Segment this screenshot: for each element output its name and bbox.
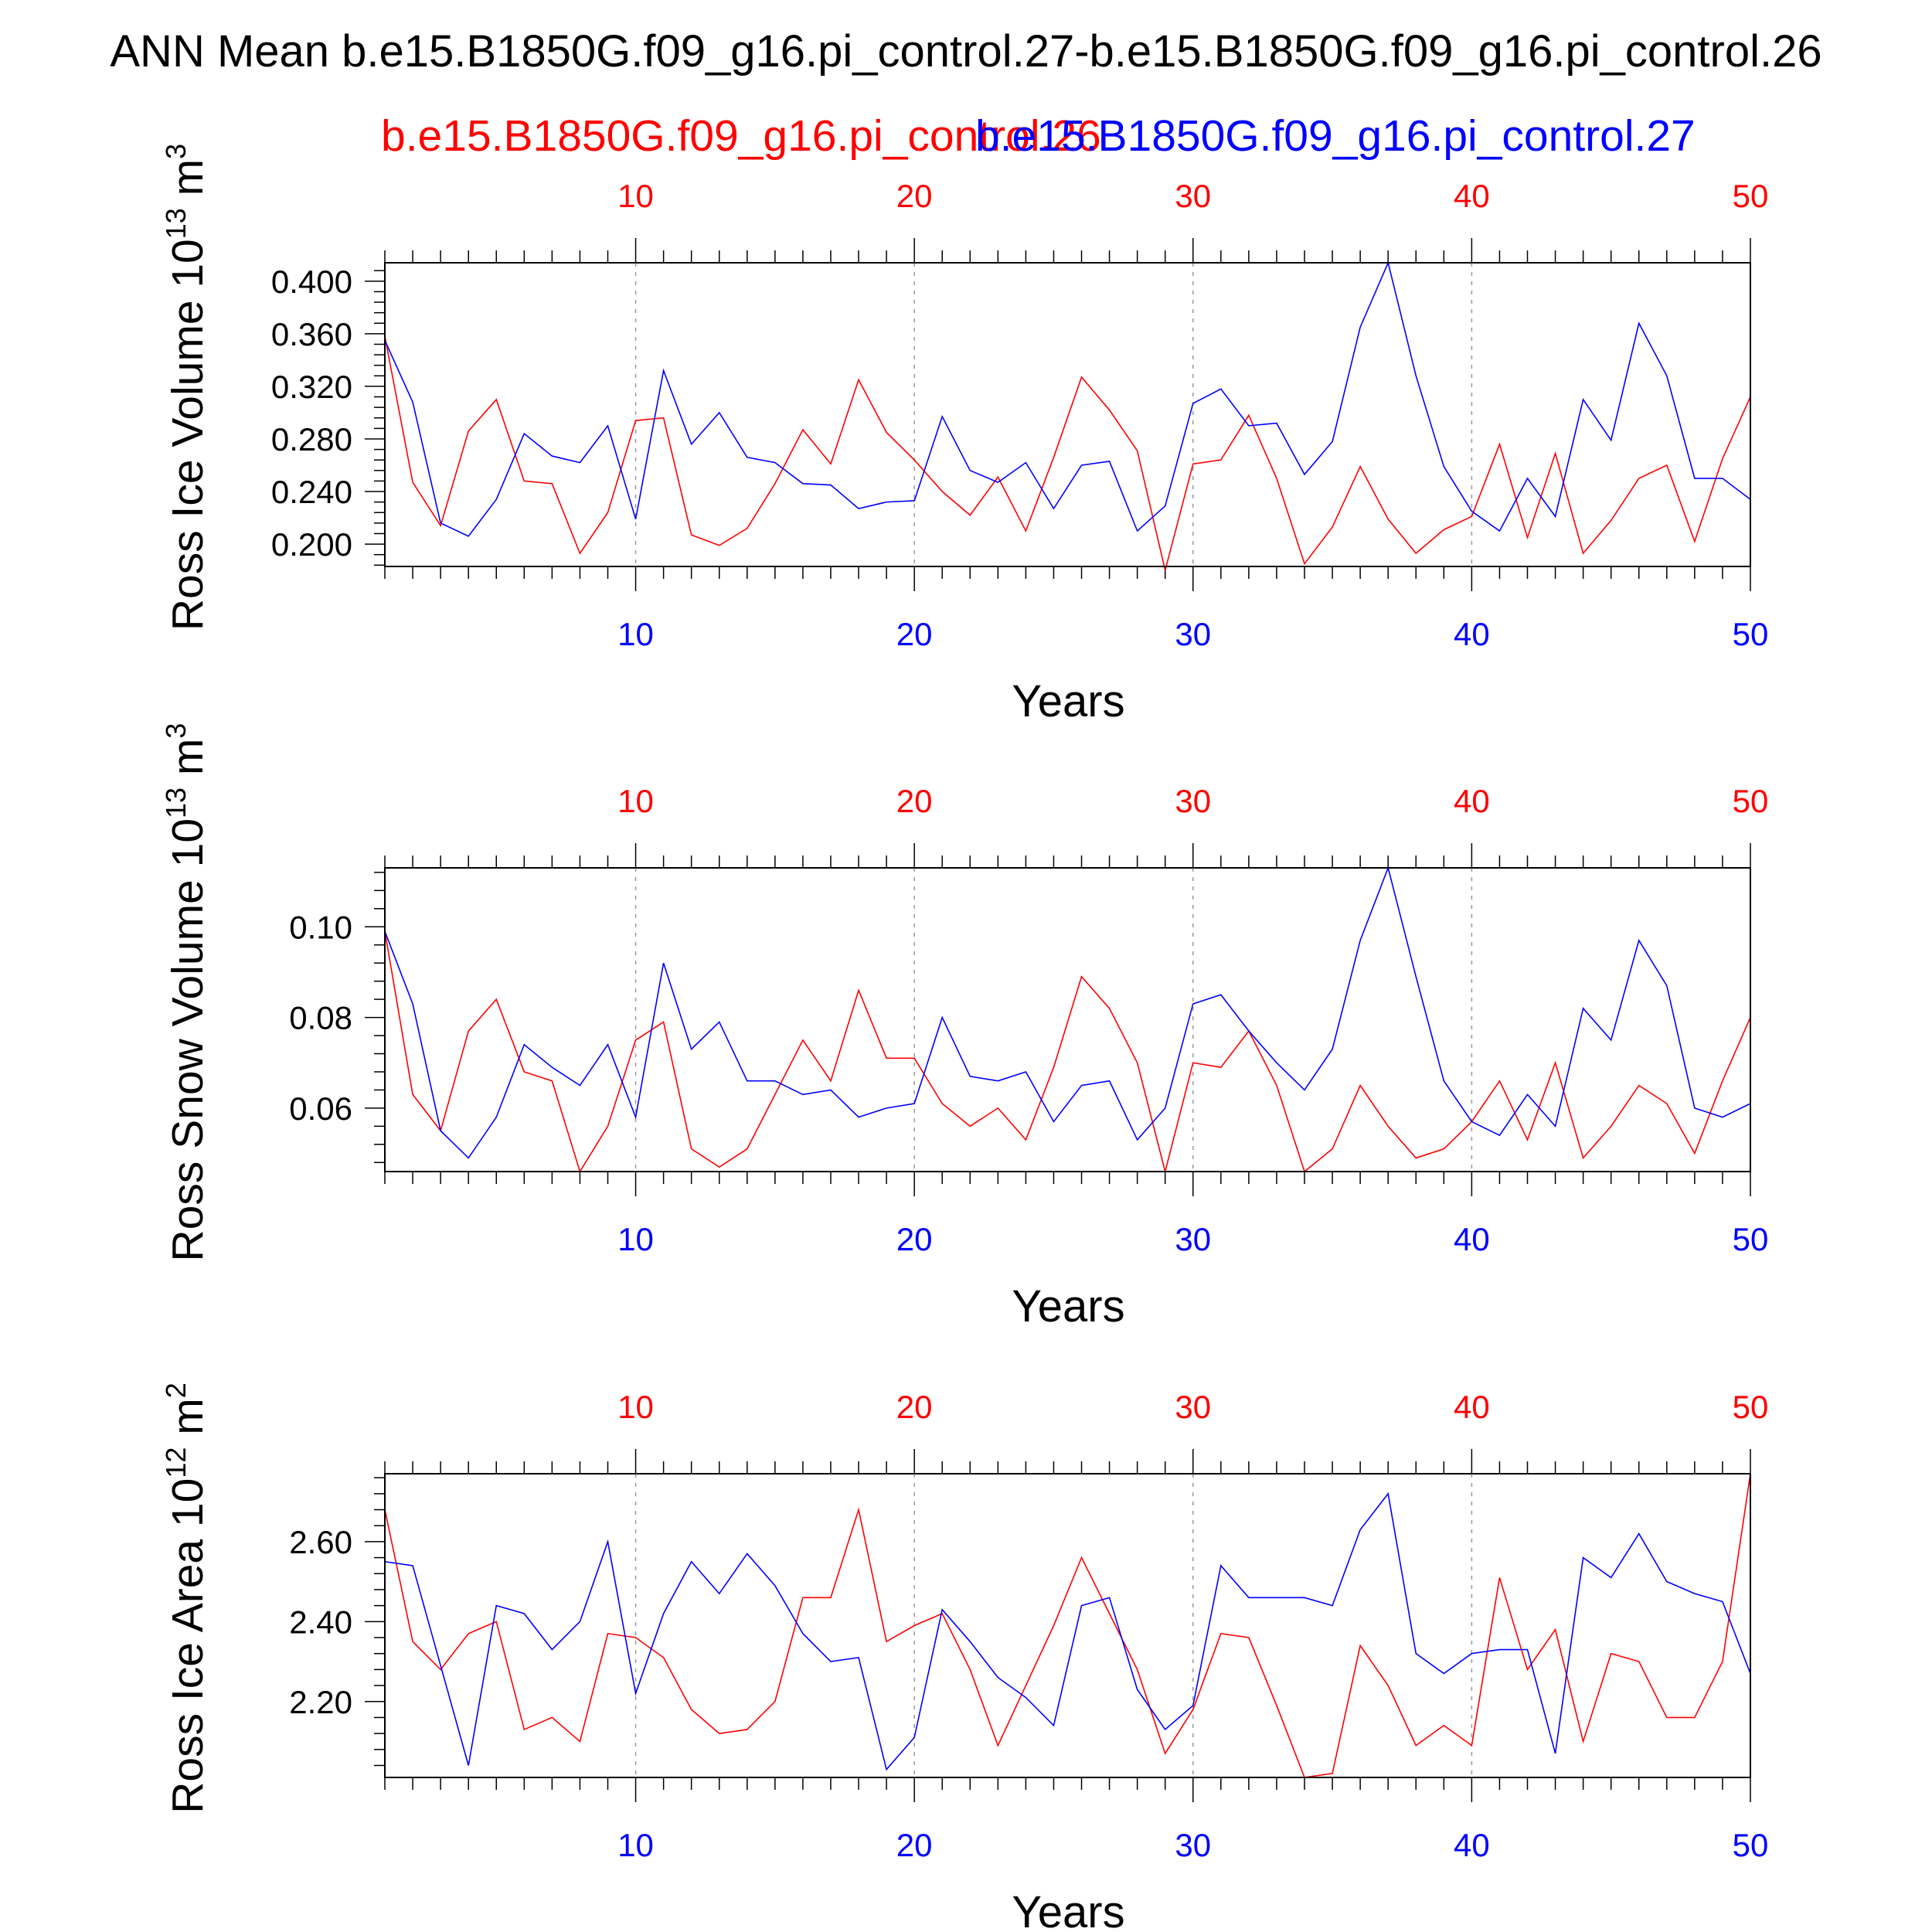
panel-2: 0.06 0.08 0.10 10 10 20 20 30 30 40 40 50 50 Years Ros… [160, 723, 1768, 1332]
series-line-red [384, 930, 1751, 1173]
x-tick-label-bottom: 10 [617, 616, 654, 652]
y-tick-label: 0.360 [271, 316, 352, 352]
x-tick-label-top: 50 [1733, 1389, 1769, 1425]
y-tick-label: 0.200 [271, 526, 352, 563]
x-tick-label-bottom: 20 [896, 616, 933, 652]
x-tick-label-bottom: 40 [1454, 1221, 1490, 1257]
x-tick-label-bottom: 50 [1733, 616, 1769, 652]
x-tick-label-top: 10 [617, 178, 654, 214]
x-tick-label-bottom: 10 [617, 1221, 654, 1257]
x-tick-label-top: 10 [617, 1389, 654, 1425]
legend-series-27: b.e15.B1850G.f09_g16.pi_control.27 [975, 111, 1696, 161]
x-tick-label-bottom: 40 [1454, 616, 1490, 652]
y-axis-title: Ross Ice Volume 1013 m3 [160, 144, 213, 631]
x-tick-label-bottom: 50 [1733, 1827, 1769, 1863]
x-axis-title: Years [1012, 676, 1124, 726]
y-tick-label: 0.280 [271, 421, 352, 457]
y-tick-label: 2.60 [289, 1524, 352, 1560]
x-tick-label-bottom: 10 [617, 1827, 654, 1863]
y-tick-label: 0.400 [271, 264, 352, 300]
y-tick-label: 0.08 [289, 1000, 352, 1036]
x-tick-label-top: 20 [896, 783, 933, 819]
series-line-red [384, 1473, 1751, 1778]
x-tick-label-top: 20 [896, 178, 933, 214]
y-axis-title: Ross Snow Volume 1013 m3 [160, 723, 213, 1262]
x-tick-label-top: 20 [896, 1389, 933, 1425]
y-tick-label: 0.06 [289, 1090, 352, 1127]
plot-frame [384, 262, 1751, 567]
panel-1: 0.200 0.240 0.280 0.320 0.360 0.400 10 10 20 20 30… [160, 144, 1768, 726]
x-tick-label-bottom: 50 [1733, 1221, 1769, 1257]
y-tick-label: 0.240 [271, 474, 352, 510]
x-tick-label-bottom: 40 [1454, 1827, 1490, 1863]
x-tick-label-top: 40 [1454, 1389, 1490, 1425]
series-line-blue [384, 1492, 1751, 1771]
series-line-blue [384, 260, 1751, 537]
x-tick-label-bottom: 30 [1175, 1221, 1211, 1257]
figure-title: ANN Mean b.e15.B1850G.f09_g16.pi_control… [110, 26, 1821, 77]
x-tick-label-bottom: 20 [896, 1221, 933, 1257]
y-tick-label: 2.20 [289, 1684, 352, 1720]
x-tick-label-top: 40 [1454, 783, 1490, 819]
x-tick-label-bottom: 20 [896, 1827, 933, 1863]
x-tick-label-top: 30 [1175, 1389, 1211, 1425]
plot-panels: 0.200 0.240 0.280 0.320 0.360 0.400 10 10 20 20 30… [160, 144, 1768, 1932]
x-axis-title: Years [1012, 1281, 1124, 1332]
y-tick-label: 0.320 [271, 369, 352, 405]
x-tick-label-top: 40 [1454, 178, 1490, 214]
x-tick-label-top: 10 [617, 783, 654, 819]
x-tick-label-bottom: 30 [1175, 616, 1211, 652]
x-tick-label-top: 50 [1733, 178, 1769, 214]
series-line-red [384, 336, 1751, 571]
x-tick-label-bottom: 30 [1175, 1827, 1211, 1863]
series-line-blue [384, 866, 1751, 1159]
y-tick-label: 2.40 [289, 1604, 352, 1640]
panel-3: 2.20 2.40 2.60 10 10 20 20 30 30 40 40 50 50 Years Ros… [160, 1383, 1768, 1932]
x-tick-label-top: 50 [1733, 783, 1769, 819]
y-axis-title: Ross Ice Area 1012 m2 [160, 1383, 213, 1813]
x-axis-title: Years [1012, 1887, 1124, 1932]
plot-frame [384, 867, 1751, 1172]
plot-frame [384, 1473, 1751, 1778]
x-tick-label-top: 30 [1175, 783, 1211, 819]
legend-series-26: b.e15.B1850G.f09_g16.pi_control.26 [381, 111, 1101, 161]
x-tick-label-top: 30 [1175, 178, 1211, 214]
y-tick-label: 0.10 [289, 909, 352, 945]
